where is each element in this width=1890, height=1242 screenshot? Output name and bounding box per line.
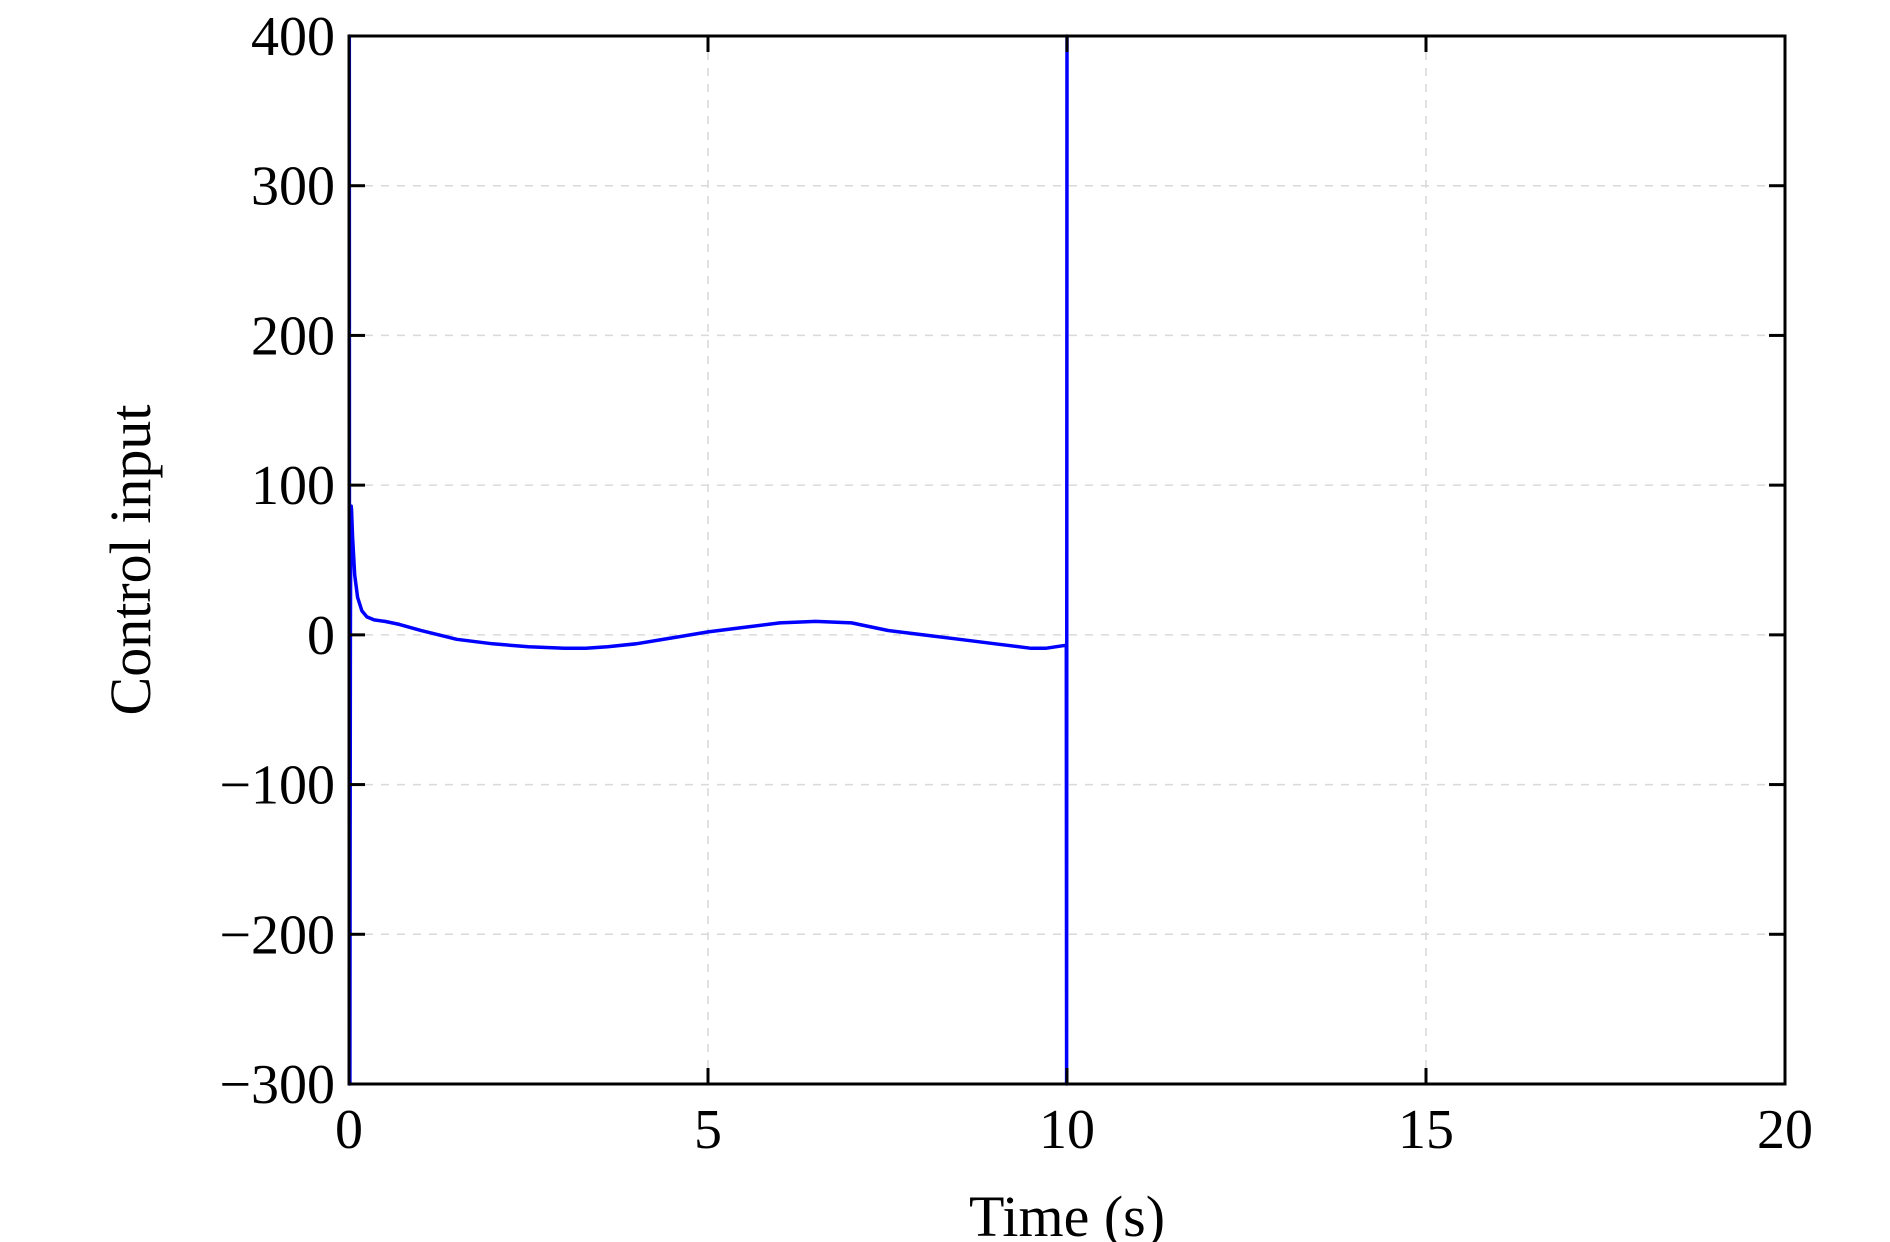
y-tick-label: 0	[307, 605, 335, 667]
x-tick-label: 15	[1398, 1099, 1454, 1161]
x-tick-label: 20	[1757, 1099, 1813, 1161]
y-tick-label: −200	[219, 904, 335, 966]
x-tick-label: 0	[335, 1099, 363, 1161]
y-tick-label: 200	[251, 305, 335, 367]
y-tick-label: 400	[251, 6, 335, 68]
y-tick-label: 100	[251, 455, 335, 517]
plot-area	[347, 34, 1069, 1086]
control-input-line	[347, 34, 1069, 1086]
y-tick-label: 300	[251, 156, 335, 218]
y-tick-label: −300	[219, 1054, 335, 1116]
x-tick-label: 5	[694, 1099, 722, 1161]
axis-ticks: 0 5 10 15 20 −300 −200 −100 0 100 200 300 400	[219, 6, 1813, 1161]
x-tick-label: 10	[1039, 1099, 1095, 1161]
y-tick-label: −100	[219, 755, 335, 817]
x-axis-title: Time (s)	[969, 1184, 1165, 1242]
y-axis-title: Control input	[98, 405, 163, 716]
